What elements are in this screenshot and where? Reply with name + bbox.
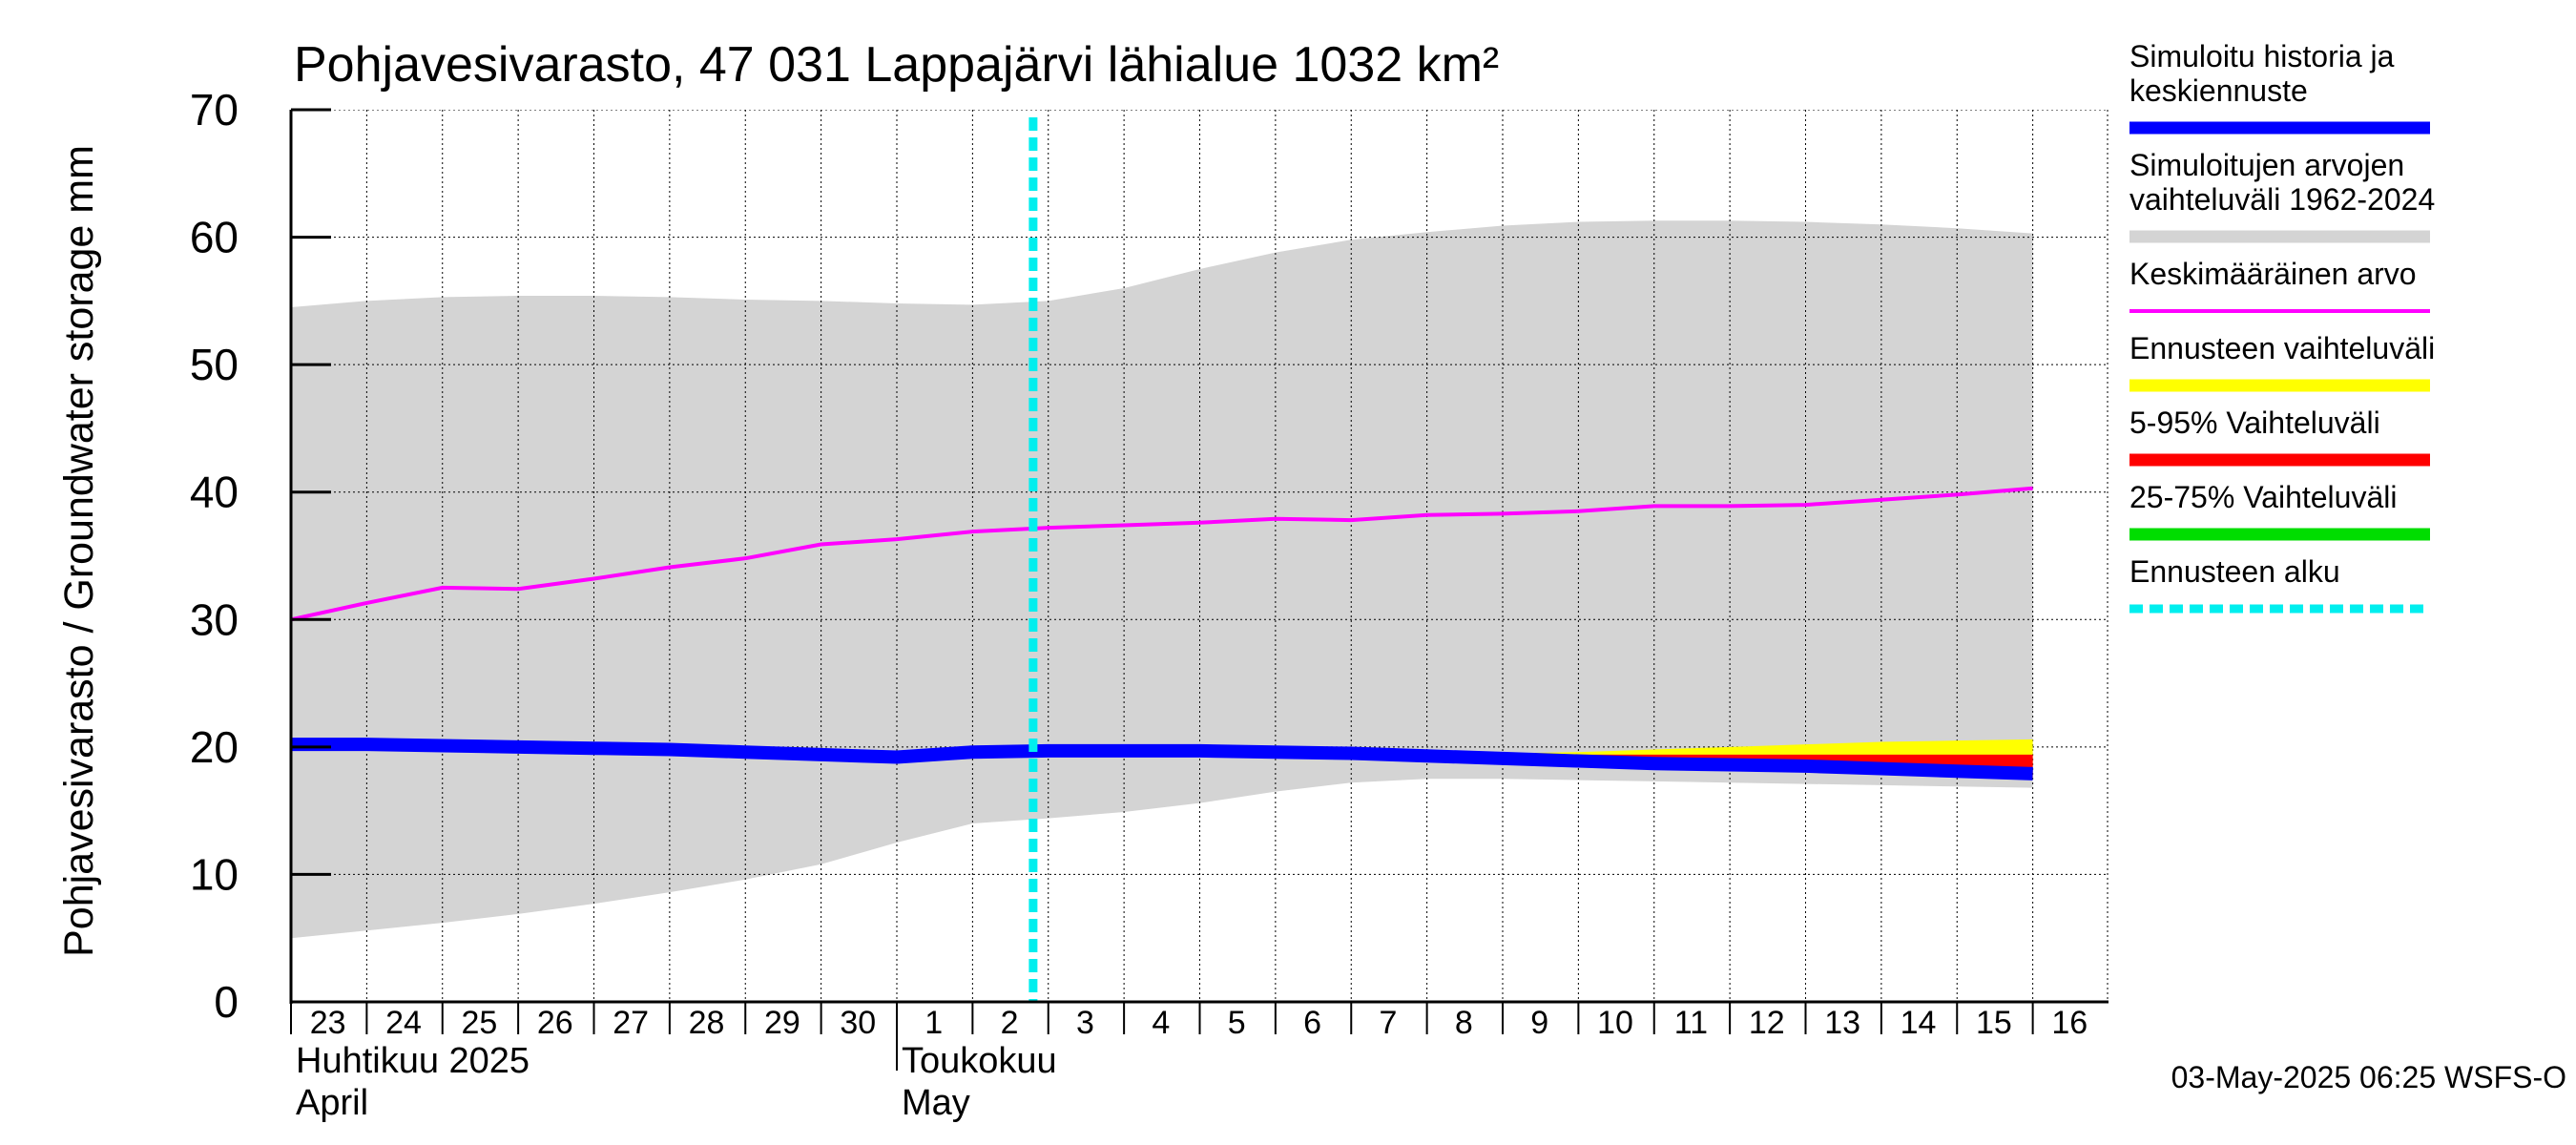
- x-tick-label: 15: [1976, 1005, 2012, 1041]
- x-tick-label: 4: [1152, 1005, 1170, 1041]
- x-tick-label: 28: [689, 1005, 725, 1041]
- series-simulated-line: [291, 738, 2033, 781]
- y-tick-label: 50: [190, 340, 239, 389]
- band-5-95: [1048, 749, 2033, 778]
- series-mean-line: [291, 486, 2033, 622]
- chart-title: Pohjavesivarasto, 47 031 Lappajärvi lähi…: [294, 37, 1499, 93]
- x-tick-label: 1: [924, 1005, 943, 1041]
- y-tick-label: 20: [190, 722, 239, 772]
- legend-label-1: keskiennuste: [2129, 73, 2308, 108]
- legend-label-7: Ennusteen alku: [2129, 554, 2340, 589]
- x-tick-label: 16: [2051, 1005, 2088, 1041]
- legend-label-2: vaihteluväli 1962-2024: [2129, 182, 2435, 217]
- month-label-may-fi: Toukokuu: [902, 1041, 1057, 1081]
- x-tick-label: 2: [1001, 1005, 1019, 1041]
- footer-timestamp: 03-May-2025 06:25 WSFS-O: [2171, 1060, 2566, 1094]
- x-tick-label: 10: [1597, 1005, 1633, 1041]
- x-tick-label: 30: [840, 1005, 876, 1041]
- month-label-may-en: May: [902, 1083, 970, 1123]
- x-tick-label: 5: [1228, 1005, 1246, 1041]
- x-tick-label: 6: [1303, 1005, 1321, 1041]
- y-tick-label: 0: [214, 977, 239, 1027]
- x-tick-label: 23: [310, 1005, 346, 1041]
- x-tick-label: 13: [1824, 1005, 1860, 1041]
- legend-label-3: Keskimääräinen arvo: [2129, 257, 2417, 291]
- y-tick-label: 30: [190, 594, 239, 644]
- legend-label-1: Simuloitu historia ja: [2129, 39, 2395, 73]
- x-tick-label: 29: [764, 1005, 800, 1041]
- y-tick-label: 60: [190, 213, 239, 262]
- x-tick-label: 3: [1076, 1005, 1094, 1041]
- legend-label-4: Ennusteen vaihteluväli: [2129, 331, 2435, 365]
- x-tick-label: 12: [1749, 1005, 1785, 1041]
- x-tick-label: 27: [613, 1005, 649, 1041]
- y-tick-label: 40: [190, 468, 239, 517]
- x-tick-label: 7: [1379, 1005, 1397, 1041]
- x-tick-label: 11: [1674, 1005, 1708, 1041]
- x-tick-label: 9: [1530, 1005, 1548, 1041]
- legend-label-6: 25-75% Vaihteluväli: [2129, 480, 2397, 514]
- y-tick-label: 70: [190, 85, 239, 135]
- month-label-april-en: April: [296, 1083, 368, 1123]
- legend-label-2: Simuloitujen arvojen: [2129, 148, 2404, 182]
- month-label-april-fi: Huhtikuu 2025: [296, 1041, 530, 1081]
- x-tick-label: 24: [385, 1005, 422, 1041]
- x-tick-label: 26: [537, 1005, 573, 1041]
- y-axis-label: Pohjavesivarasto / Groundwater storage m…: [56, 145, 102, 957]
- x-tick-label: 14: [1901, 1005, 1937, 1041]
- grid: [291, 110, 2109, 1002]
- y-tick-label: 10: [190, 849, 239, 899]
- legend-label-5: 5-95% Vaihteluväli: [2129, 406, 2380, 440]
- x-tick-label: 8: [1455, 1005, 1473, 1041]
- band-history-range: [291, 220, 2033, 939]
- x-tick-label: 25: [462, 1005, 498, 1041]
- plot-area: [291, 110, 2109, 1002]
